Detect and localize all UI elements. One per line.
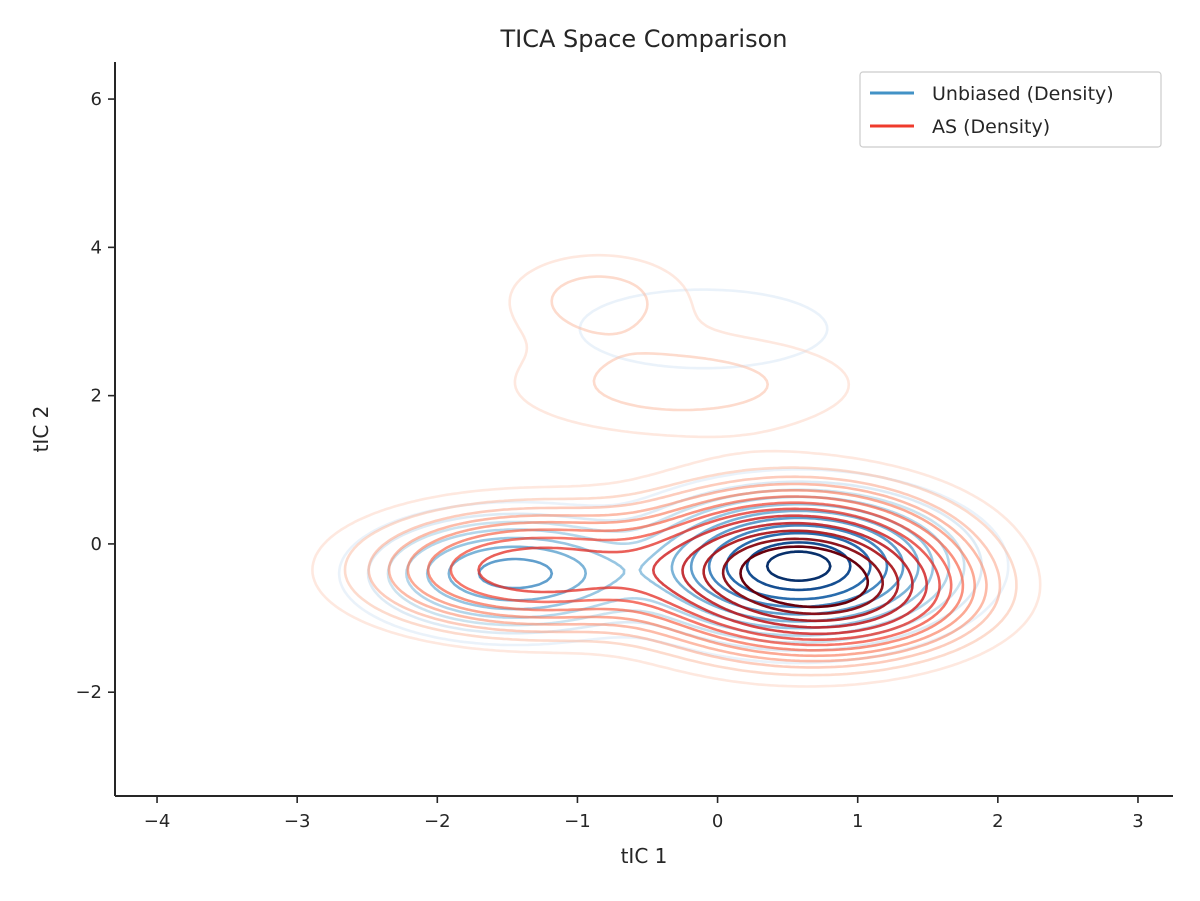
- x-axis-ticks: −4 −3 −2 −1 0 1 2 3: [144, 796, 1144, 832]
- x-axis-title: tIC 1: [621, 844, 668, 868]
- x-tick-label: −4: [144, 811, 171, 832]
- legend-frame: [859, 71, 1162, 148]
- contour-line: [702, 529, 900, 623]
- contour-line: [337, 288, 1010, 665]
- contour-line: [681, 521, 914, 629]
- contour-line: [745, 541, 852, 592]
- contour-plot-area: [311, 253, 1042, 688]
- x-tick-label: −1: [564, 811, 591, 832]
- contour-line: [343, 275, 1018, 677]
- x-tick-label: 2: [992, 811, 1003, 832]
- contour-line: [387, 482, 988, 663]
- contour-line: [449, 501, 953, 647]
- contour-line: [406, 489, 976, 658]
- y-axis-ticks: −2 0 2 4 6: [75, 89, 115, 703]
- legend: Unbiased (Density) AS (Density): [859, 71, 1162, 148]
- legend-label-as: AS (Density): [932, 116, 1050, 138]
- y-tick-label: −2: [75, 682, 102, 703]
- y-tick-label: 4: [91, 237, 102, 258]
- x-tick-label: 0: [712, 811, 723, 832]
- contour-line: [426, 495, 965, 652]
- contour-line: [367, 475, 1002, 669]
- x-tick-label: −2: [424, 811, 451, 832]
- contour-line: [477, 516, 905, 616]
- x-tick-label: 1: [852, 811, 863, 832]
- y-tick-label: 2: [91, 386, 102, 407]
- x-tick-label: −3: [284, 811, 311, 832]
- x-tick-label: 3: [1132, 811, 1143, 832]
- contour-line: [311, 253, 1042, 688]
- y-tick-label: 6: [91, 89, 102, 110]
- contour-line: [721, 537, 884, 616]
- contour-line: [477, 507, 941, 641]
- contour-line: [765, 550, 832, 582]
- y-axis-title: tIC 2: [29, 406, 53, 453]
- y-tick-label: 0: [91, 534, 102, 555]
- contour-line: [652, 514, 928, 636]
- chart-title: TICA Space Comparison: [499, 25, 787, 53]
- legend-label-unbiased: Unbiased (Density): [932, 83, 1114, 105]
- contour-line: [739, 545, 870, 609]
